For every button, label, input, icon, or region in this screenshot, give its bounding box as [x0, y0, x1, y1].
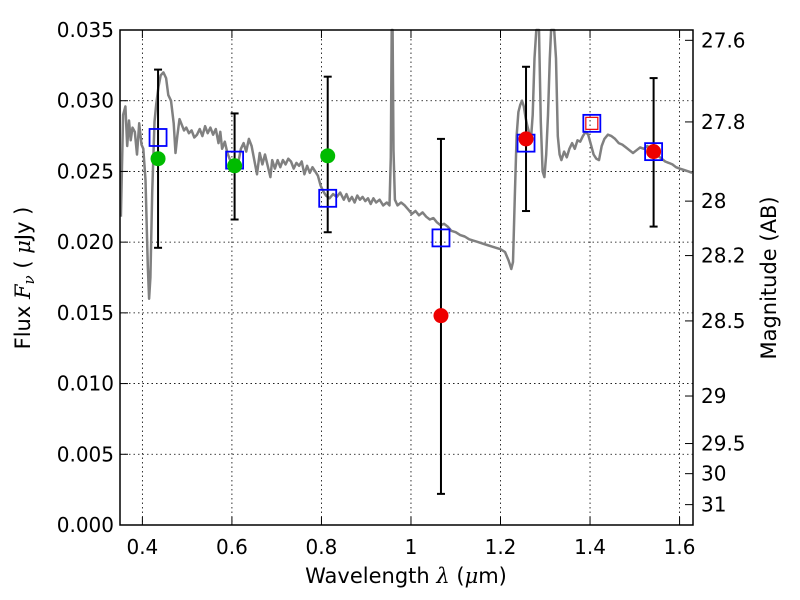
error-bars: [154, 65, 658, 495]
model-squares: [148, 113, 664, 248]
y-tick-label: 0.035: [57, 18, 114, 42]
y2-tick-label: 30: [701, 462, 726, 486]
y2-tick-label: 27.6: [701, 28, 746, 52]
observed-marker: [646, 144, 662, 160]
y2-tick-label: 27.8: [701, 110, 746, 134]
x-axis-label: Wavelength λ (μm): [305, 564, 507, 588]
y-tick-label: 0.025: [57, 159, 114, 183]
observed-marker: [150, 151, 166, 167]
model-square: [644, 142, 664, 162]
observed-marker: [585, 116, 599, 130]
x-tick-label: 0.6: [216, 535, 248, 559]
x-tick-label: 0.8: [306, 535, 338, 559]
observed-marker: [227, 158, 243, 174]
y2-tick-label: 31: [701, 493, 726, 517]
observed-marker: [433, 308, 449, 324]
x-tick-label: 1.4: [574, 535, 606, 559]
x-tick-label: 1.6: [664, 535, 696, 559]
spectrum-line: [119, 28, 693, 300]
spectrum-layer: [119, 28, 693, 300]
y2-tick-label: 29.5: [701, 432, 746, 456]
observed-marker: [320, 148, 336, 164]
plot-frame: [119, 29, 694, 526]
x-tick-label: 1.2: [485, 535, 517, 559]
y2-tick-label: 28.5: [701, 309, 746, 333]
y-tick-label: 0.015: [57, 301, 114, 325]
x-tick-label: 1: [405, 535, 418, 559]
model-square: [431, 228, 451, 248]
y2-tick-label: 29: [701, 384, 726, 408]
y-tick-label: 0.000: [57, 513, 114, 537]
y-tick-label: 0.030: [57, 89, 114, 113]
observed-marker: [518, 131, 534, 147]
observed-circles: [150, 116, 662, 324]
model-square: [582, 113, 602, 133]
y2-axis-label: Magnitude (AB): [757, 196, 781, 359]
y2-tick-label: 28.2: [701, 244, 746, 268]
y2-tick-label: 28: [701, 189, 726, 213]
y-axis-label: Flux Fν ( μJy ): [11, 207, 38, 350]
y-tick-label: 0.005: [57, 442, 114, 466]
model-square: [318, 188, 338, 208]
axis-ticks: 0.4 0.6 0.8 1 1.2 1.4 1.6 0.000 0.005 0.010 0.015 0…: [57, 18, 746, 559]
y-tick-label: 0.020: [57, 230, 114, 254]
x-tick-label: 0.4: [126, 535, 158, 559]
grid-lines: [120, 30, 693, 525]
y-tick-label: 0.010: [57, 372, 114, 396]
model-square: [148, 128, 168, 147]
